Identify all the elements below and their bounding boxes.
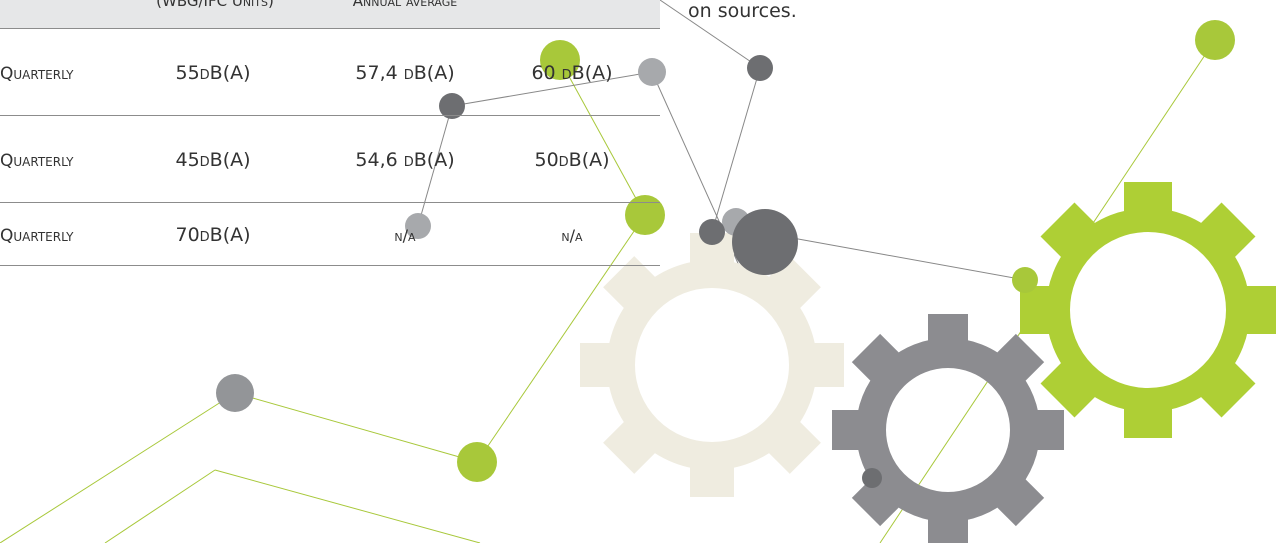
note: on sources. — [688, 0, 797, 22]
table-row: Quarterly 55dB(A) 57,4 dB(A) 60 dB(A) — [0, 28, 660, 116]
cell: 57,4 dB(A) — [355, 62, 455, 84]
cell: 70dB(A) — [175, 224, 251, 246]
cell: Quarterly — [0, 64, 74, 84]
cell: 50dB(A) — [534, 149, 610, 171]
cell: n/a — [394, 226, 416, 245]
cell: Quarterly — [0, 151, 74, 171]
table-row: Quarterly 70dB(A) n/a n/a — [0, 203, 660, 266]
cell: 45dB(A) — [175, 149, 251, 171]
column-header: Annual average — [352, 0, 458, 10]
cell: Quarterly — [0, 226, 74, 246]
cell: n/a — [561, 226, 583, 245]
cell: 54,6 dB(A) — [355, 149, 455, 171]
table-header: (WBG/IFC Units) Annual average — [0, 0, 660, 29]
cell: 55dB(A) — [175, 62, 251, 84]
cell: 60 dB(A) — [531, 62, 613, 84]
column-header: (WBG/IFC Units) — [156, 0, 274, 10]
table-row: Quarterly 45dB(A) 54,6 dB(A) 50dB(A) — [0, 116, 660, 203]
